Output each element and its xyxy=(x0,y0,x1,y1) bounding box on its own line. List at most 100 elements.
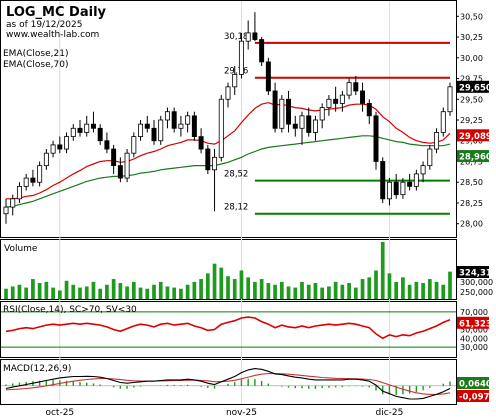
x-tick-label: dic-25 xyxy=(376,408,404,418)
chart-website: www.wealth-lab.com xyxy=(6,30,99,40)
volume-bar xyxy=(105,284,109,299)
candle-down xyxy=(333,98,339,104)
price-last-tag: 29,650 xyxy=(459,83,492,93)
volume-bar xyxy=(421,283,425,299)
candle-down xyxy=(272,90,278,129)
volume-bar xyxy=(394,281,399,299)
candle-up xyxy=(400,181,406,196)
volume-bar xyxy=(253,281,257,299)
candle-up xyxy=(138,123,144,137)
volume-bar xyxy=(199,279,203,299)
volume-bar xyxy=(138,287,143,299)
macd-last-tag: 0,0640 xyxy=(459,380,492,390)
rsi-y-tick-label: 50,000 xyxy=(460,326,488,335)
rsi-last-tag-bg xyxy=(457,316,489,329)
volume-bar xyxy=(286,286,291,299)
volume-bar xyxy=(327,286,331,299)
level-label: 28,12 xyxy=(224,203,248,213)
candle-up xyxy=(312,119,318,133)
macd-title: MACD(12,26,9) xyxy=(3,364,71,374)
level-label: 28,52 xyxy=(224,170,248,180)
level-label: 29,76 xyxy=(224,67,248,77)
candle-up xyxy=(218,98,224,158)
volume-bar xyxy=(111,279,116,299)
candle-up xyxy=(238,40,244,75)
x-tick-label: oct-25 xyxy=(45,408,74,418)
price-layer: 30,18 29,76 28,52 28,12 xyxy=(3,12,453,224)
candle-up xyxy=(420,165,426,175)
volume-y-tick-label: 250,000 xyxy=(460,288,493,297)
macd-line xyxy=(5,368,451,400)
rsi-last-tag: 61,323 xyxy=(459,319,492,329)
legend-ema70: EMA(Close,70) xyxy=(3,60,68,70)
candle-down xyxy=(265,61,271,92)
candle-down xyxy=(205,148,211,171)
volume-bar xyxy=(152,284,156,299)
signal-last-tag: -0,0971 xyxy=(459,393,495,403)
candle-up xyxy=(50,144,56,154)
ema70-last-tag: 28,960 xyxy=(459,153,492,163)
candle-down xyxy=(198,136,204,150)
candle-up xyxy=(124,152,130,179)
candle-down xyxy=(306,115,312,133)
ema21-last-tag-bg xyxy=(457,129,489,142)
volume-bar xyxy=(407,284,412,299)
candle-down xyxy=(286,98,292,125)
volume-bar xyxy=(84,286,89,299)
volume-bar xyxy=(98,288,103,299)
volume-bar xyxy=(313,283,318,299)
candle-up xyxy=(178,123,184,129)
candle-up xyxy=(84,123,90,133)
volume-bar xyxy=(246,277,251,299)
candle-down xyxy=(259,39,265,63)
volume-bar xyxy=(401,277,405,299)
volume-bar xyxy=(380,242,385,299)
volume-bar xyxy=(172,287,177,299)
volume-last-tag-bg xyxy=(457,266,489,278)
volume-layer xyxy=(4,242,452,299)
volume-bar xyxy=(212,263,217,299)
candle-down xyxy=(117,165,123,179)
volume-bar xyxy=(205,273,210,299)
volume-bar xyxy=(71,284,76,299)
volume-bar xyxy=(226,276,230,299)
volume-bar xyxy=(10,286,15,299)
volume-bar xyxy=(219,267,224,299)
candle-up xyxy=(440,111,446,133)
candle-up xyxy=(37,165,43,183)
candle-down xyxy=(292,123,298,129)
volume-last-tag: 324,316 xyxy=(459,269,496,279)
volume-bar xyxy=(37,283,42,299)
candle-up xyxy=(23,177,29,187)
volume-bar xyxy=(347,283,351,299)
volume-bar xyxy=(24,287,29,299)
chart-date: as of 19/12/2025 xyxy=(6,20,82,30)
volume-bar xyxy=(179,288,183,299)
candle-down xyxy=(90,123,96,129)
candle-down xyxy=(30,177,36,183)
volume-bar xyxy=(31,279,35,299)
candle-up xyxy=(339,94,345,104)
rsi-line xyxy=(5,316,451,340)
price-y-tick-label: 28,00 xyxy=(460,220,483,229)
volume-bar xyxy=(44,281,49,299)
candle-up xyxy=(16,185,22,200)
ema21-line xyxy=(6,101,451,200)
candle-down xyxy=(97,127,103,142)
volume-bar xyxy=(131,281,136,299)
macd-last-tag-bg xyxy=(457,377,489,389)
candle-up xyxy=(225,86,231,100)
volume-bar xyxy=(158,281,163,299)
candle-down xyxy=(77,127,83,133)
candle-down xyxy=(252,32,258,40)
volume-bar xyxy=(320,287,325,299)
candle-down xyxy=(111,148,117,167)
price-y-tick-label: 28,50 xyxy=(460,178,483,187)
macd-layer xyxy=(1,368,456,400)
price-y-tick-label: 29,75 xyxy=(460,75,483,84)
volume-bar xyxy=(387,273,392,299)
volume-bar xyxy=(273,284,277,299)
volume-bar xyxy=(64,280,69,299)
price-y-tick-label: 28,25 xyxy=(460,199,483,208)
volume-bar xyxy=(266,283,271,299)
